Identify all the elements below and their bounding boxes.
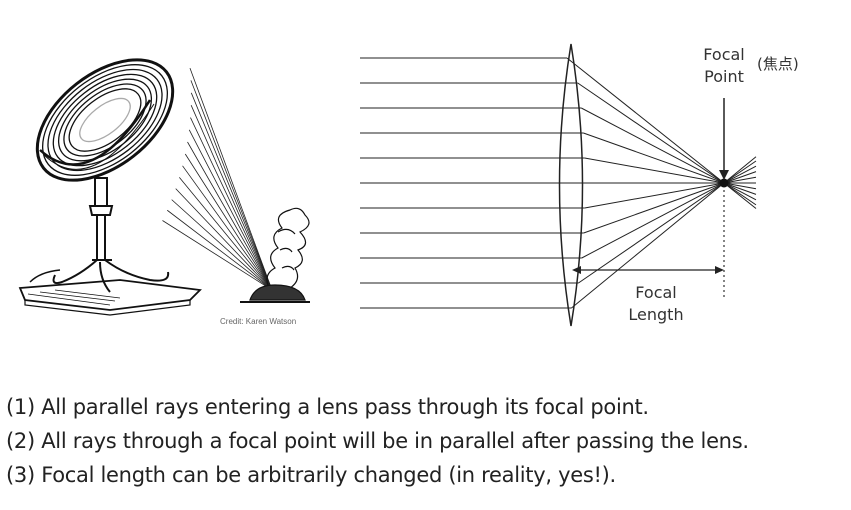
focal-point-label-line1: Focal [696, 44, 752, 66]
note-3: (3) Focal length can be arbitrarily chan… [6, 458, 851, 492]
lens-shape [560, 44, 583, 326]
focal-length-label-line1: Focal [618, 282, 694, 304]
converging-ray [585, 177, 756, 208]
converging-ray [584, 172, 756, 233]
focal-point-label: Focal Point [696, 44, 752, 88]
focal-point-label-line2: Point [696, 66, 752, 88]
converging-ray [583, 133, 756, 194]
focal-point-kanji-label: (焦点) [757, 53, 799, 74]
converging-ray [581, 108, 756, 200]
converging-ray [585, 158, 756, 189]
note-2: (2) All rays through a focal point will … [6, 424, 851, 458]
focal-point-arrowhead [719, 170, 729, 180]
focal-length-arrowhead-left [572, 266, 581, 274]
focal-length-label-line2: Length [618, 304, 694, 326]
notes-list: (1) All parallel rays entering a lens pa… [6, 390, 851, 492]
converging-ray [578, 161, 756, 283]
note-1: (1) All parallel rays entering a lens pa… [6, 390, 851, 424]
focal-length-arrowhead-right [715, 266, 724, 274]
converging-ray [582, 166, 756, 258]
focal-length-label: Focal Length [618, 282, 694, 326]
converging-ray [578, 83, 756, 205]
